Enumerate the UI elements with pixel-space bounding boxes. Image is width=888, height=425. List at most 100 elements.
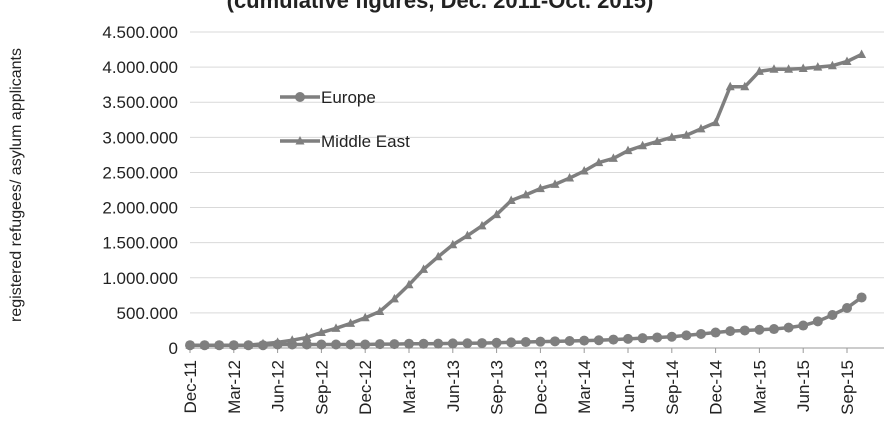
data-point [200,340,210,349]
data-point [419,264,429,273]
data-point [375,306,385,315]
data-point [565,173,575,182]
x-tick-label: Jun-12 [269,360,288,412]
data-point [550,179,560,188]
data-point [827,60,837,70]
chart-title: (cumulative figures, Dec. 2011-Oct. 2015… [227,0,654,13]
data-point [243,340,253,349]
data-point [696,123,706,133]
y-axis-label: registered refugees/ asylum applicants [8,48,25,322]
data-point [316,339,327,350]
x-tick-label: Jun-13 [444,360,463,412]
y-tick-label: 1.500.000 [102,234,178,253]
data-point [506,337,517,348]
data-point [579,335,590,346]
data-point [418,338,429,349]
legend-label: Middle East [321,132,410,151]
data-point [739,325,750,336]
data-point [769,324,779,335]
y-tick-label: 3.000.000 [102,128,178,147]
data-point [477,338,487,349]
x-tick-label: Sep-15 [838,360,857,415]
data-point [185,340,195,349]
data-point [842,302,852,313]
data-point [827,309,838,320]
data-point [711,117,721,127]
data-point [214,340,224,349]
data-point [608,334,619,345]
x-tick-label: Sep-13 [488,360,507,415]
data-point [331,339,341,350]
x-tick-label: Mar-13 [400,360,419,414]
data-point [462,338,473,349]
data-point [593,335,604,346]
data-point [346,318,356,327]
data-point [273,337,283,346]
data-point [710,327,721,338]
data-point [389,293,399,303]
data-point [229,340,239,349]
x-axis: Dec-11 Mar-12 Jun-12 Sep-12 Dec-12 Mar-13 Jun-… [181,348,857,415]
x-tick-label: Sep-12 [312,360,331,415]
data-point [331,323,341,332]
data-point [783,322,794,333]
legend-marker [295,92,305,102]
data-point [550,336,560,347]
data-point [667,132,677,141]
data-point [374,339,385,350]
data-point [521,189,531,199]
data-point [754,324,765,335]
x-tick-label: Jun-15 [794,360,813,412]
data-point [433,338,444,349]
data-point [725,81,735,91]
data-point [637,333,648,344]
data-point [520,337,531,348]
data-point [316,327,326,337]
y-tick-label: 3.500.000 [102,93,178,112]
x-tick-label: Mar-12 [225,360,244,414]
data-point [652,332,663,343]
y-tick-label: 2.500.000 [102,163,178,182]
data-point [462,230,472,240]
data-point [258,338,268,348]
data-point [433,251,443,261]
data-point [506,195,516,205]
data-point [389,339,400,350]
x-tick-label: Dec-13 [531,360,550,415]
data-point [594,157,604,167]
data-point [813,62,823,71]
data-point [856,292,867,303]
grid [190,31,884,349]
legend: Europe Middle East [280,88,410,151]
legend-label: Europe [321,88,376,107]
data-point [784,64,794,73]
x-tick-label: Mar-14 [575,360,594,414]
y-tick-label: 2.000.000 [102,199,178,218]
data-point [448,239,458,249]
y-tick-label: 500.000 [117,304,178,323]
x-tick-label: Dec-12 [356,360,375,415]
data-point [404,279,414,289]
x-tick-label: Dec-11 [181,360,200,414]
x-tick-label: Dec-14 [707,360,726,415]
data-point [492,209,502,219]
y-tick-label: 4.000.000 [102,58,178,77]
data-point [302,332,312,341]
data-point [579,166,589,175]
y-axis: 0 500.000 1.000.000 1.500.000 2.000.000 2.500… [102,23,178,358]
data-point [447,338,458,349]
data-point [666,331,677,342]
data-point [696,328,706,339]
data-point [754,66,764,75]
data-point [623,145,633,155]
legend-item: Middle East [280,132,410,151]
y-tick-label: 0 [169,339,178,358]
data-point [287,335,297,344]
data-point [360,312,370,322]
data-point [842,56,852,65]
data-point [652,136,662,146]
x-tick-label: Jun-14 [619,360,638,412]
legend-marker [295,136,305,145]
data-point [564,335,575,346]
data-point [857,49,867,58]
